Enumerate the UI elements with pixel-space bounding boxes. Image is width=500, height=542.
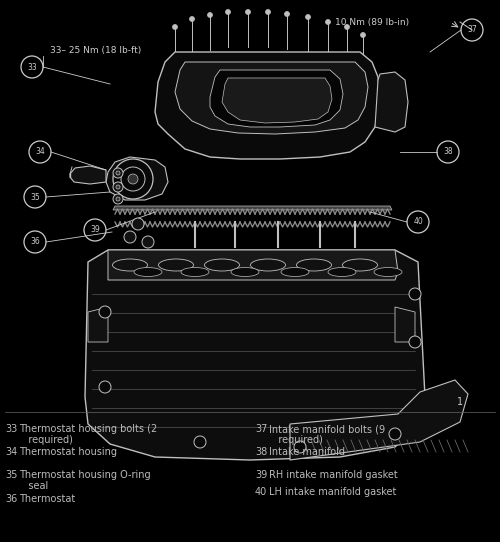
Ellipse shape [250, 259, 286, 271]
Circle shape [294, 441, 306, 453]
Text: 34: 34 [35, 147, 45, 157]
Text: LH intake manifold gasket: LH intake manifold gasket [269, 487, 396, 497]
Circle shape [246, 10, 250, 15]
Text: Thermostat housing: Thermostat housing [19, 447, 117, 457]
Text: 33: 33 [5, 424, 17, 434]
Circle shape [128, 174, 138, 184]
Polygon shape [85, 250, 425, 460]
Text: Thermostat housing bolts (2: Thermostat housing bolts (2 [19, 424, 157, 434]
Text: required): required) [269, 435, 323, 445]
Circle shape [116, 171, 120, 175]
Text: 10 Nm (89 lb‑in): 10 Nm (89 lb‑in) [335, 17, 409, 27]
Polygon shape [395, 307, 415, 342]
Polygon shape [88, 307, 108, 342]
Circle shape [306, 15, 310, 20]
Text: Intake manifold bolts (9: Intake manifold bolts (9 [269, 424, 385, 434]
Text: 39: 39 [90, 225, 100, 235]
Text: Intake manifold: Intake manifold [269, 447, 345, 457]
Circle shape [142, 236, 154, 248]
Text: 35: 35 [5, 470, 18, 480]
Circle shape [124, 231, 136, 243]
Text: 38: 38 [443, 147, 453, 157]
Circle shape [172, 24, 178, 29]
Circle shape [326, 20, 330, 24]
Ellipse shape [181, 268, 209, 276]
Circle shape [113, 182, 123, 192]
Polygon shape [375, 72, 408, 132]
Text: seal: seal [19, 481, 48, 491]
Polygon shape [70, 166, 106, 184]
Circle shape [194, 436, 206, 448]
Text: 34: 34 [5, 447, 17, 457]
Polygon shape [210, 70, 343, 127]
Ellipse shape [328, 268, 356, 276]
Ellipse shape [204, 259, 240, 271]
Circle shape [409, 336, 421, 348]
Circle shape [226, 10, 230, 15]
Text: 36: 36 [30, 237, 40, 247]
Polygon shape [155, 52, 380, 159]
Text: 33– 25 Nm (18 lb‑ft): 33– 25 Nm (18 lb‑ft) [50, 46, 142, 55]
Circle shape [116, 197, 120, 201]
Circle shape [132, 218, 144, 230]
Circle shape [344, 24, 350, 29]
Circle shape [113, 159, 153, 199]
Polygon shape [290, 380, 468, 460]
Ellipse shape [158, 259, 194, 271]
Text: 40: 40 [413, 217, 423, 227]
Polygon shape [106, 157, 168, 200]
Text: 1: 1 [457, 397, 463, 407]
Ellipse shape [112, 259, 148, 271]
Circle shape [113, 194, 123, 204]
Ellipse shape [374, 268, 402, 276]
Circle shape [409, 288, 421, 300]
Circle shape [266, 10, 270, 15]
Text: RH intake manifold gasket: RH intake manifold gasket [269, 470, 398, 480]
Text: Thermostat: Thermostat [19, 494, 75, 504]
Circle shape [190, 16, 194, 22]
Text: 37: 37 [255, 424, 268, 434]
Text: required): required) [19, 435, 73, 445]
Circle shape [116, 185, 120, 189]
Circle shape [284, 11, 290, 16]
Circle shape [208, 12, 212, 17]
Text: 33: 33 [27, 62, 37, 72]
Text: 36: 36 [5, 494, 17, 504]
Circle shape [389, 428, 401, 440]
Polygon shape [175, 62, 368, 134]
Text: 35: 35 [30, 192, 40, 202]
Text: 39: 39 [255, 470, 267, 480]
Ellipse shape [281, 268, 309, 276]
Text: 38: 38 [255, 447, 267, 457]
Text: Thermostat housing O-ring: Thermostat housing O-ring [19, 470, 150, 480]
Ellipse shape [342, 259, 378, 271]
Circle shape [360, 33, 366, 37]
Ellipse shape [134, 268, 162, 276]
Ellipse shape [231, 268, 259, 276]
Circle shape [99, 381, 111, 393]
Text: 37: 37 [467, 25, 477, 35]
Ellipse shape [296, 259, 332, 271]
Circle shape [113, 168, 123, 178]
Polygon shape [108, 250, 398, 280]
Polygon shape [222, 78, 332, 123]
Circle shape [99, 306, 111, 318]
Text: 40: 40 [255, 487, 267, 497]
Polygon shape [113, 206, 392, 210]
